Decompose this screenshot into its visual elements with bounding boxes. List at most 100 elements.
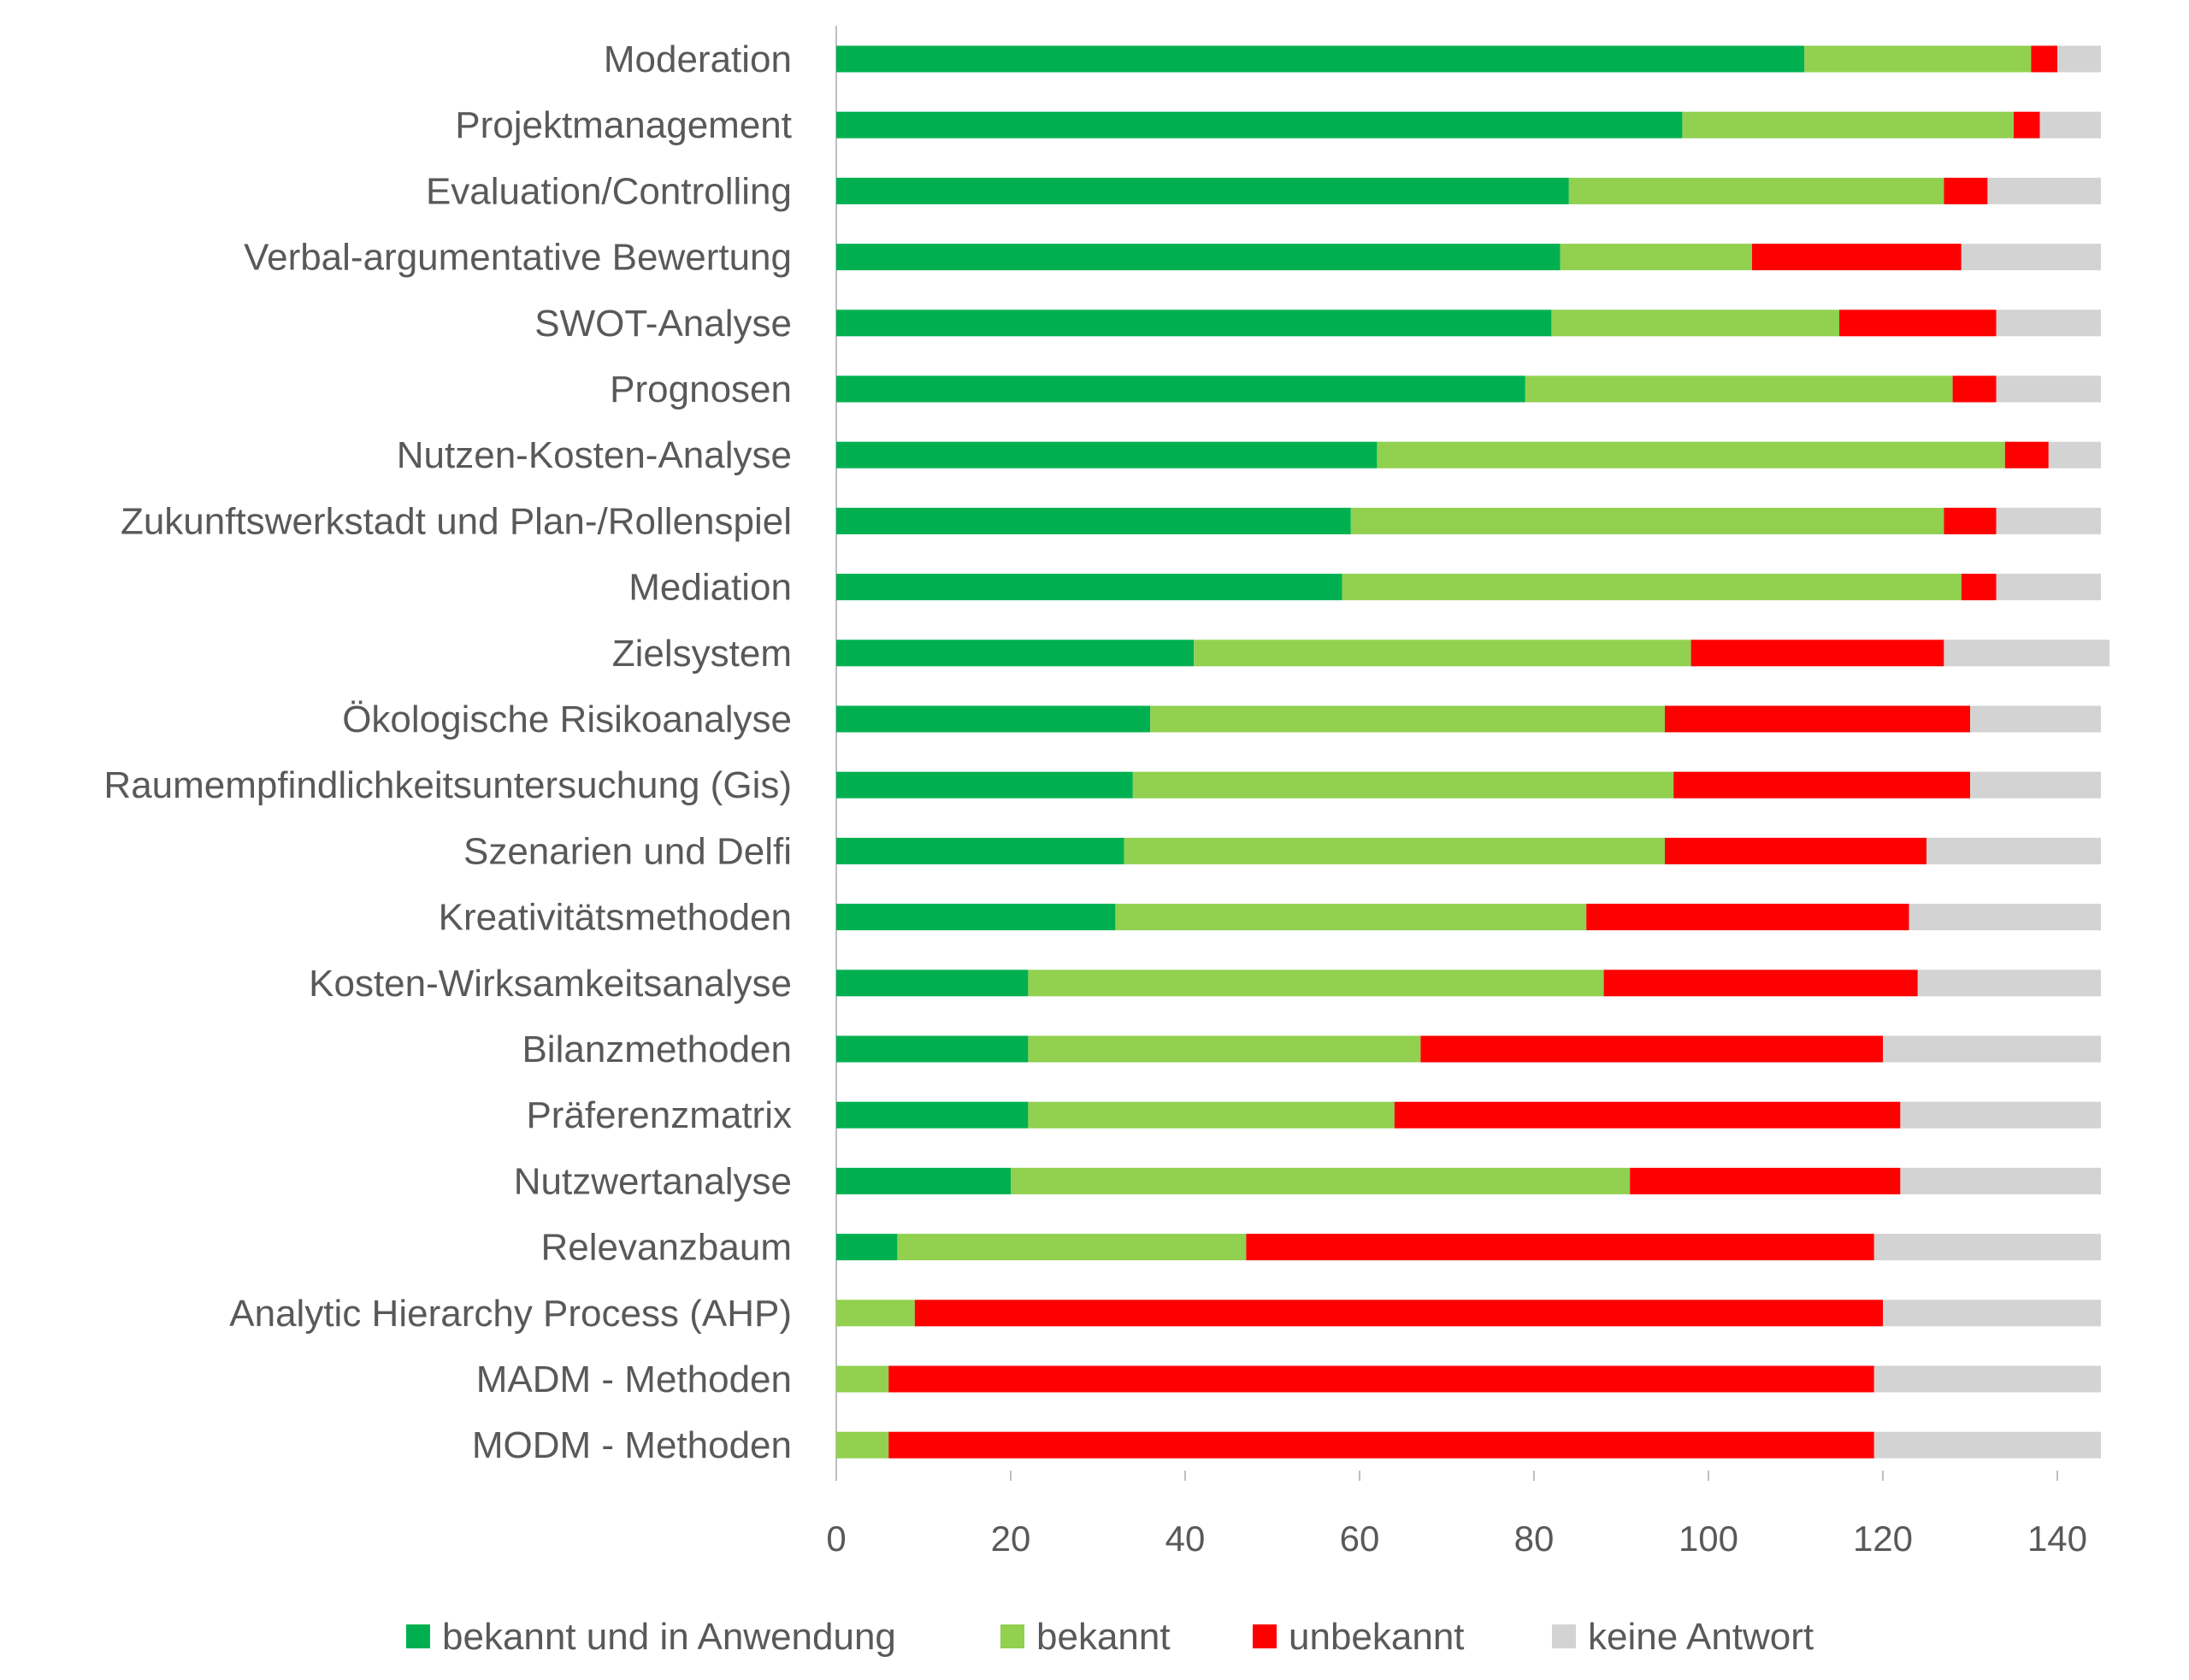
bar-segment-keine-antwort	[1996, 507, 2101, 534]
bar-segment-keine-antwort	[2039, 111, 2101, 139]
bar-segment-bekannt-und-in-anwendung	[836, 244, 1561, 271]
category-label: Projektmanagement	[455, 104, 792, 146]
legend-label-keine-antwort: keine Antwort	[1588, 1616, 1814, 1658]
bar-segment-keine-antwort	[2057, 45, 2101, 73]
bar-segment-unbekannt	[1394, 1101, 1901, 1129]
bar-segment-keine-antwort	[1970, 705, 2101, 733]
bar-segment-bekannt-und-in-anwendung	[836, 1101, 1029, 1129]
bar-segment-keine-antwort	[1917, 970, 2101, 997]
bar-segment-unbekannt	[1246, 1234, 1874, 1261]
bar-segment-bekannt-und-in-anwendung	[836, 970, 1029, 997]
bar-segment-bekannt	[1194, 640, 1691, 667]
category-label: Relevanzbaum	[541, 1227, 793, 1269]
bar-segment-keine-antwort	[1961, 244, 2101, 271]
bar-segment-bekannt	[897, 1234, 1247, 1261]
bar-segment-unbekannt	[2014, 111, 2040, 139]
x-tick-label: 40	[1165, 1518, 1206, 1559]
bar-segment-unbekannt	[1961, 574, 1997, 601]
bar-segment-keine-antwort	[2048, 441, 2101, 469]
bar-segment-unbekannt	[1839, 309, 1997, 337]
legend: bekannt und in Anwendung bekannt unbekannt…	[406, 1616, 1814, 1658]
legend-label-unbekannt: unbekannt	[1289, 1616, 1465, 1658]
bar-segment-bekannt-und-in-anwendung	[836, 45, 1805, 73]
category-label: Bilanzmethoden	[522, 1029, 792, 1070]
bar-segment-unbekannt	[2031, 45, 2057, 73]
bar-segment-bekannt	[1028, 970, 1604, 997]
legend-swatch-bekannt-und-in-anwendung	[406, 1624, 430, 1648]
bar-segment-bekannt	[1551, 309, 1839, 337]
category-label: Präferenzmatrix	[526, 1094, 792, 1136]
bar-segment-keine-antwort	[1996, 375, 2101, 403]
category-label: Szenarien und Delfi	[463, 830, 792, 872]
bar-segment-bekannt	[1011, 1167, 1631, 1194]
bar-segment-bekannt-und-in-anwendung	[836, 111, 1683, 139]
bar-segment-bekannt-und-in-anwendung	[836, 441, 1378, 469]
bar-segment-unbekannt	[1673, 771, 1970, 799]
bar-segment-bekannt	[1150, 705, 1665, 733]
category-label: MADM - Methoden	[476, 1359, 792, 1400]
x-tick-label: 20	[991, 1518, 1031, 1559]
bar-segment-unbekannt	[1944, 507, 1997, 534]
bar-segment-keine-antwort	[1944, 640, 2110, 667]
category-label: Raumempfindlichkeitsuntersuchung (Gis)	[103, 764, 792, 806]
bar-segment-keine-antwort	[1996, 309, 2101, 337]
category-label: Kreativitätsmethoden	[439, 897, 792, 939]
bar-segment-unbekannt	[1420, 1035, 1883, 1063]
bar-segment-bekannt	[1377, 441, 2005, 469]
bar-segment-bekannt-und-in-anwendung	[836, 1035, 1029, 1063]
bar-segment-bekannt	[1804, 45, 2032, 73]
bar-segment-keine-antwort	[1873, 1431, 2101, 1459]
category-label: Zukunftswerkstadt und Plan-/Rollenspiel	[121, 500, 792, 542]
bar-segment-bekannt-und-in-anwendung	[836, 574, 1342, 601]
bar-segment-bekannt-und-in-anwendung	[836, 309, 1552, 337]
bar-segment-bekannt	[1124, 837, 1665, 864]
category-label: Verbal-argumentative Bewertung	[244, 237, 792, 279]
bar-segment-unbekannt	[1630, 1167, 1901, 1194]
bar-segment-unbekannt	[888, 1431, 1874, 1459]
bar-segment-bekannt	[836, 1431, 889, 1459]
bar-segment-bekannt-und-in-anwendung	[836, 375, 1525, 403]
bar-segment-unbekannt	[1665, 837, 1926, 864]
bar-segment-bekannt-und-in-anwendung	[836, 1234, 898, 1261]
category-label: Moderation	[604, 38, 792, 80]
legend-swatch-bekannt	[1000, 1624, 1024, 1648]
bar-segment-keine-antwort	[1883, 1035, 2101, 1063]
bar-segment-bekannt	[1682, 111, 2014, 139]
bar-segment-unbekannt	[2004, 441, 2049, 469]
bar-segment-keine-antwort	[1883, 1300, 2101, 1327]
category-label: Nutzwertanalyse	[514, 1160, 792, 1202]
category-label: Zielsystem	[612, 633, 792, 675]
bar-segment-bekannt	[836, 1365, 889, 1393]
bar-segment-unbekannt	[1944, 177, 1988, 204]
bar-segment-keine-antwort	[1909, 904, 2101, 931]
bar-segment-keine-antwort	[1926, 837, 2101, 864]
category-label: SWOT-Analyse	[534, 303, 792, 345]
legend-label-bekannt-und-in-anwendung: bekannt und in Anwendung	[442, 1616, 896, 1658]
bar-segment-bekannt-und-in-anwendung	[836, 507, 1351, 534]
bar-segment-bekannt	[1525, 375, 1953, 403]
bar-segment-keine-antwort	[1987, 177, 2101, 204]
bar-segment-bekannt	[1028, 1035, 1421, 1063]
bar-segment-keine-antwort	[1900, 1101, 2101, 1129]
bar-segment-unbekannt	[1952, 375, 1997, 403]
bar-segment-bekannt-und-in-anwendung	[836, 771, 1133, 799]
bar-segment-keine-antwort	[1970, 771, 2101, 799]
bar-segment-bekannt	[1560, 244, 1752, 271]
category-label: Nutzen-Kosten-Analyse	[397, 434, 792, 476]
bar-segment-bekannt	[1568, 177, 1944, 204]
bar-segment-bekannt	[1350, 507, 1944, 534]
x-tick-label: 140	[2027, 1518, 2087, 1559]
bar-segment-unbekannt	[1603, 970, 1918, 997]
bar-segment-unbekannt	[888, 1365, 1874, 1393]
category-label: Analytic Hierarchy Process (AHP)	[229, 1293, 792, 1335]
category-label: Evaluation/Controlling	[426, 170, 792, 212]
bar-segment-bekannt-und-in-anwendung	[836, 1167, 1011, 1194]
legend-swatch-keine-antwort	[1552, 1624, 1576, 1648]
bar-segment-keine-antwort	[1996, 574, 2101, 601]
bar-segment-bekannt	[1342, 574, 1962, 601]
category-label: Ökologische Risikoanalyse	[342, 699, 792, 740]
bar-segment-unbekannt	[1752, 244, 1962, 271]
x-tick-label: 0	[826, 1518, 846, 1559]
category-label: Prognosen	[610, 368, 792, 410]
bar-segment-unbekannt	[914, 1300, 1883, 1327]
